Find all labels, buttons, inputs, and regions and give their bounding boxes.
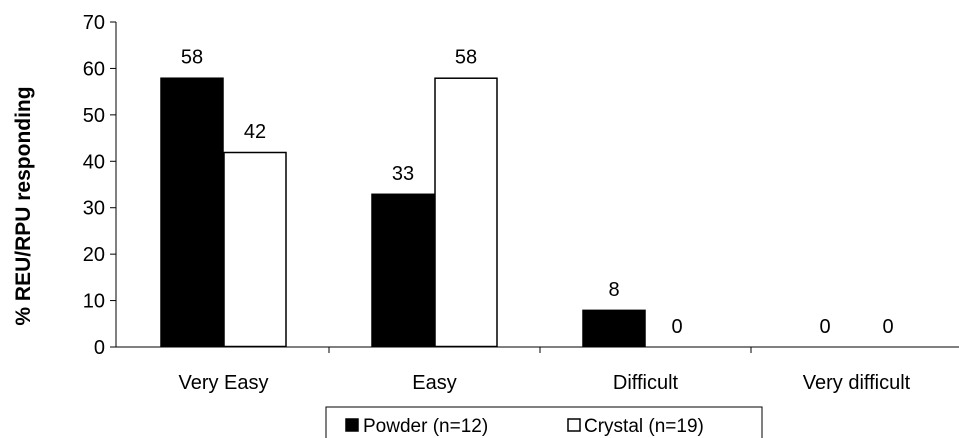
x-tick-label: Easy (412, 372, 456, 394)
y-tick-label: 40 (83, 151, 105, 173)
y-axis-label: % REU/RPU responding (12, 86, 35, 325)
legend-swatch (345, 418, 359, 432)
legend-label: Powder (n=12) (363, 416, 488, 437)
y-tick-label: 10 (83, 291, 105, 313)
legend-label: Crystal (n=19) (584, 416, 704, 437)
data-label: 42 (244, 121, 266, 143)
y-tick-label: 0 (94, 337, 105, 359)
y-tick-label: 60 (83, 58, 105, 80)
x-tick-label: Very difficult (803, 372, 911, 394)
x-tick-label: Difficult (613, 372, 679, 394)
bar-crystal (223, 151, 287, 348)
data-label: 58 (181, 47, 203, 69)
plot-area: 0 10 20 30 40 50 60 70 58 42 Very Easy 33 58 Easy 8 0 Di… (83, 12, 959, 394)
bar-powder (582, 309, 646, 348)
y-tick-label: 70 (83, 12, 105, 34)
y-tick-label: 50 (83, 105, 105, 127)
data-label: 0 (882, 316, 893, 338)
x-tick-label: Very Easy (178, 372, 268, 394)
y-tick-label: 20 (83, 244, 105, 266)
bar-powder (160, 77, 224, 348)
bar-powder (371, 193, 435, 348)
legend: Powder (n=12) Crystal (n=19) (325, 406, 763, 438)
data-label: 0 (671, 316, 682, 338)
legend-box (325, 406, 763, 438)
data-label: 58 (455, 47, 477, 69)
legend-swatch (567, 418, 581, 432)
data-label: 0 (819, 316, 830, 338)
data-label: 8 (608, 279, 619, 301)
bar-crystal (434, 77, 498, 348)
y-tick-label: 30 (83, 198, 105, 220)
data-label: 33 (392, 163, 414, 185)
